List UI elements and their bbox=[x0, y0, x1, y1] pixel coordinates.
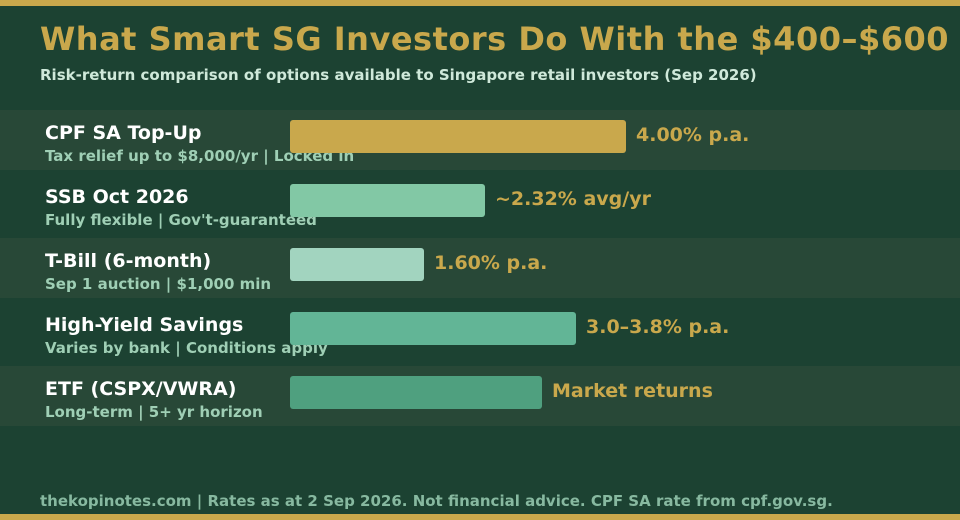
chart-row: High-Yield Savings Varies by bank | Condi… bbox=[0, 302, 960, 362]
category-label: T-Bill (6-month) bbox=[45, 250, 212, 272]
value-label: 3.0–3.8% p.a. bbox=[586, 316, 730, 338]
value-label: 4.00% p.a. bbox=[636, 124, 750, 146]
chart-subtitle: Risk-return comparison of options availa… bbox=[40, 66, 757, 84]
category-note: Long-term | 5+ yr horizon bbox=[45, 403, 263, 421]
value-bar bbox=[290, 312, 576, 345]
category-label: CPF SA Top-Up bbox=[45, 122, 202, 144]
value-bar bbox=[290, 376, 542, 409]
chart-title: What Smart SG Investors Do With the $400… bbox=[40, 20, 950, 58]
top-accent-bar bbox=[0, 0, 960, 6]
chart-row: CPF SA Top-Up Tax relief up to $8,000/yr … bbox=[0, 110, 960, 170]
footer-note: thekopinotes.com | Rates as at 2 Sep 202… bbox=[40, 492, 833, 510]
category-note: Fully flexible | Gov't-guaranteed bbox=[45, 211, 317, 229]
bottom-accent-bar bbox=[0, 514, 960, 520]
value-bar bbox=[290, 120, 626, 153]
chart-row: SSB Oct 2026 Fully flexible | Gov't-guara… bbox=[0, 174, 960, 234]
value-label: 1.60% p.a. bbox=[434, 252, 548, 274]
category-label: High-Yield Savings bbox=[45, 314, 244, 336]
category-note: Varies by bank | Conditions apply bbox=[45, 339, 328, 357]
value-bar bbox=[290, 248, 424, 281]
value-label: ~2.32% avg/yr bbox=[495, 188, 651, 210]
chart-row: ETF (CSPX/VWRA) Long-term | 5+ yr horizon… bbox=[0, 366, 960, 426]
category-label: SSB Oct 2026 bbox=[45, 186, 189, 208]
category-label: ETF (CSPX/VWRA) bbox=[45, 378, 237, 400]
category-note: Sep 1 auction | $1,000 min bbox=[45, 275, 272, 293]
category-note: Tax relief up to $8,000/yr | Locked in bbox=[45, 147, 355, 165]
value-label: Market returns bbox=[552, 380, 713, 402]
value-bar bbox=[290, 184, 485, 217]
chart-row: T-Bill (6-month) Sep 1 auction | $1,000 m… bbox=[0, 238, 960, 298]
